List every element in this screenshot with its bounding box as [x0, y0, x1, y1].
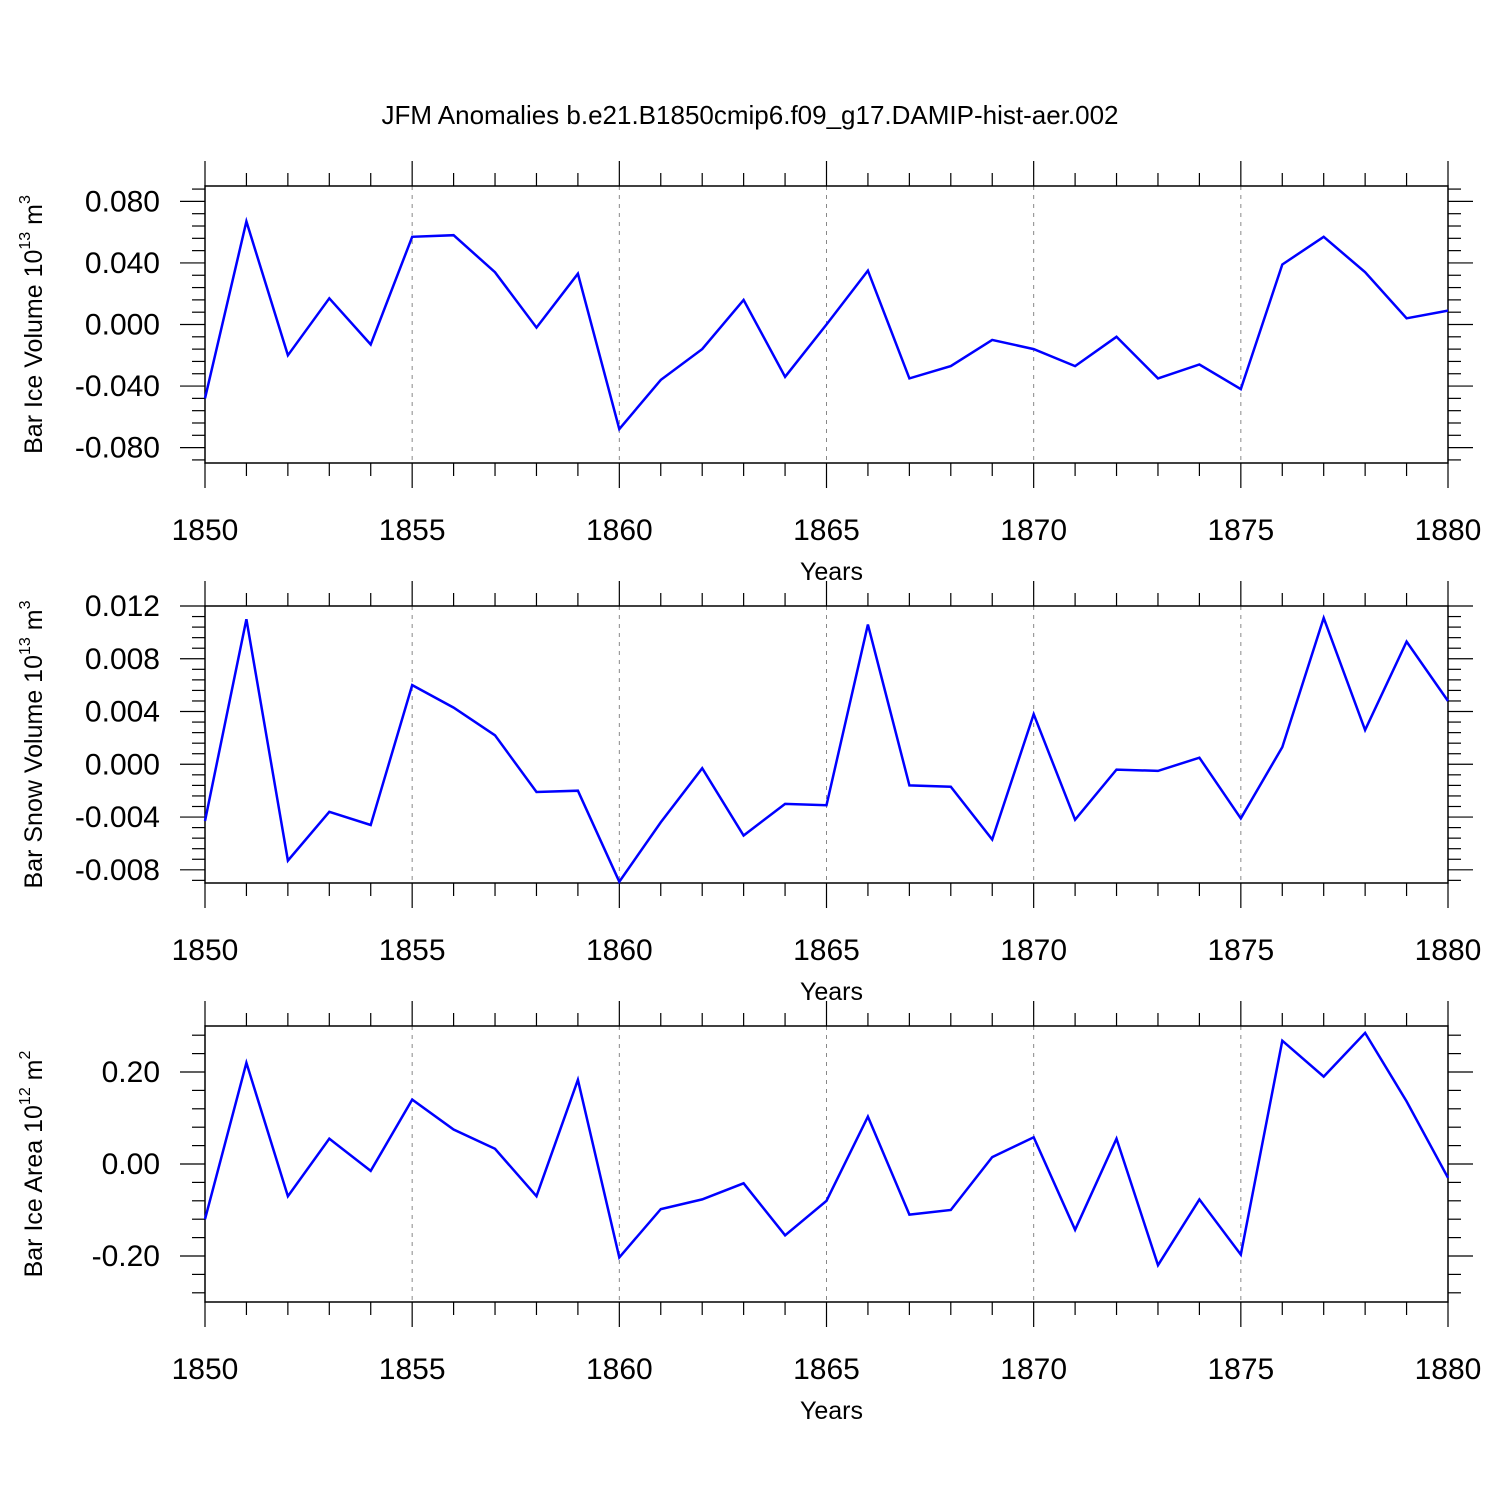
series-line — [203, 1030, 1450, 1269]
y-axis-label: Bar Ice Volume 1013 m3 — [17, 195, 48, 454]
y-tick-label: 0.080 — [85, 185, 160, 218]
y-tick-label: 0.004 — [85, 696, 160, 729]
x-axis-label: Years — [800, 558, 863, 586]
x-tick-label: 1865 — [793, 1353, 860, 1386]
y-tick-label: -0.080 — [75, 432, 160, 465]
y-tick-label: 0.20 — [102, 1056, 160, 1089]
x-tick-label: 1855 — [379, 514, 446, 547]
x-tick-label: 1850 — [172, 934, 239, 967]
figure-title: JFM Anomalies b.e21.B1850cmip6.f09_g17.D… — [381, 100, 1118, 130]
y-tick-label: -0.040 — [75, 370, 160, 403]
x-tick-label: 1860 — [586, 1353, 653, 1386]
x-tick-label: 1880 — [1415, 514, 1482, 547]
x-tick-label: 1860 — [586, 514, 653, 547]
x-tick-label: 1865 — [793, 514, 860, 547]
x-tick-label: 1850 — [172, 514, 239, 547]
x-tick-label: 1865 — [793, 934, 860, 967]
y-tick-label: 0.000 — [85, 748, 160, 781]
x-tick-label: 1875 — [1207, 514, 1274, 547]
chart-panel-1: 0.080 0.040 0.000 -0.040 -0.080 1850 1855 1860 1… — [17, 161, 1481, 586]
x-tick-label: 1875 — [1207, 934, 1274, 967]
x-tick-label: 1850 — [172, 1353, 239, 1386]
y-axis-label: Bar Ice Area 1012 m2 — [17, 1051, 48, 1278]
x-tick-label: 1870 — [1000, 934, 1067, 967]
x-tick-label: 1855 — [379, 934, 446, 967]
x-tick-label: 1855 — [379, 1353, 446, 1386]
x-tick-label: 1870 — [1000, 514, 1067, 547]
x-tick-label: 1880 — [1415, 1353, 1482, 1386]
y-tick-label: -0.008 — [75, 854, 160, 887]
y-tick-label: 0.00 — [102, 1148, 160, 1181]
chart-panel-3: 0.20 0.00 -0.20 1850 1855 1860 1865 1870 1875 188… — [17, 1001, 1481, 1425]
x-tick-label: 1880 — [1415, 934, 1482, 967]
x-axis-label: Years — [800, 978, 863, 1006]
y-tick-label: 0.000 — [85, 309, 160, 342]
panels: 0.080 0.040 0.000 -0.040 -0.080 1850 1855 1860 1… — [17, 161, 1481, 1425]
x-tick-label: 1870 — [1000, 1353, 1067, 1386]
y-axis-label: Bar Snow Volume 1013 m3 — [17, 600, 48, 888]
y-tick-label: -0.004 — [75, 801, 160, 834]
x-axis-label: Years — [800, 1397, 863, 1425]
x-tick-label: 1875 — [1207, 1353, 1274, 1386]
y-tick-label: 0.040 — [85, 247, 160, 280]
chart-panel-2: 0.012 0.008 0.004 0.000 -0.004 -0.008 1850 1855… — [17, 581, 1481, 1006]
y-tick-label: 0.008 — [85, 643, 160, 676]
y-tick-label: 0.012 — [85, 590, 160, 623]
x-tick-label: 1860 — [586, 934, 653, 967]
y-tick-label: -0.20 — [92, 1240, 160, 1273]
